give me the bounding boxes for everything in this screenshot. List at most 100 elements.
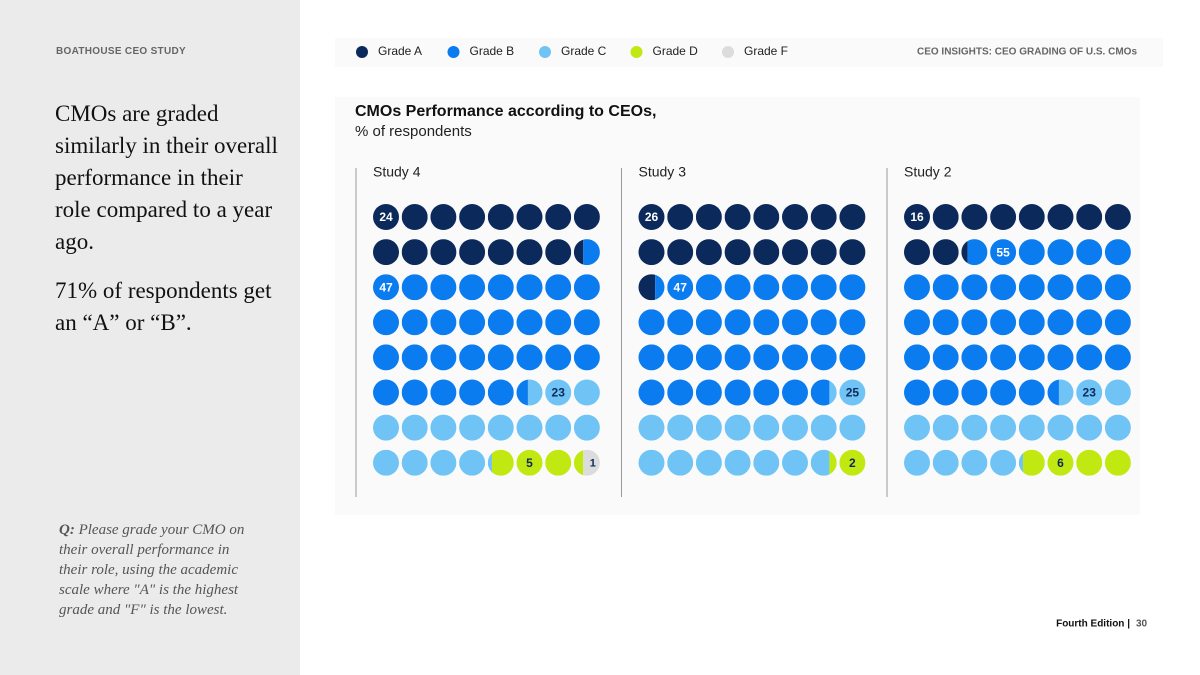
waffle-dot <box>1018 309 1045 336</box>
waffle-dot <box>782 274 808 301</box>
waffle-dot <box>1047 379 1059 406</box>
chart-title: CMOs Performance according to CEOs, <box>355 103 656 120</box>
waffle-dot <box>753 414 780 441</box>
waffle-dot <box>516 204 543 230</box>
waffle-dot <box>667 274 694 301</box>
waffle-dot <box>961 239 968 266</box>
chart-subtitle: % of respondents <box>355 123 472 140</box>
waffle-dot <box>545 414 572 441</box>
legend-swatch <box>356 46 368 58</box>
waffle-dot <box>904 274 930 301</box>
waffle-dot <box>459 379 486 406</box>
waffle-dot <box>527 379 543 406</box>
waffle-dot <box>810 204 837 230</box>
waffle-dot <box>487 379 514 406</box>
waffle-dot <box>459 204 486 230</box>
waffle-dot <box>401 344 428 371</box>
waffle-dot <box>491 449 514 476</box>
waffle-dot <box>1018 239 1045 266</box>
waffle-dot <box>724 204 751 230</box>
waffle-dot <box>904 239 930 266</box>
chart-card <box>335 97 1140 515</box>
waffle-dot <box>753 274 780 301</box>
waffle-dot <box>373 344 399 371</box>
waffle-dot <box>753 379 780 406</box>
waffle-dot <box>753 309 780 336</box>
waffle-dot <box>932 274 959 301</box>
value-label: 23 <box>552 386 566 400</box>
waffle-dot <box>638 379 665 406</box>
waffle-dot <box>401 379 428 406</box>
waffle-dot <box>430 414 457 441</box>
panel-title: Study 4 <box>373 164 421 180</box>
waffle-dot <box>932 309 959 336</box>
waffle-dot <box>753 344 780 371</box>
waffle-dot <box>724 309 751 336</box>
legend-swatch <box>539 46 551 58</box>
value-label: 5 <box>526 456 533 470</box>
waffle-dot <box>373 449 399 476</box>
edition: Fourth Edition | <box>1056 619 1130 630</box>
waffle-dot <box>961 204 988 230</box>
value-label: 1 <box>590 458 596 470</box>
legend-label: Grade B <box>470 44 515 58</box>
waffle-dot <box>724 274 751 301</box>
waffle-dot <box>990 274 1017 301</box>
waffle-dot <box>667 449 694 476</box>
value-label: 24 <box>379 210 393 224</box>
waffle-dot <box>487 274 514 301</box>
waffle-dot <box>516 309 543 336</box>
waffle-dot <box>459 309 486 336</box>
question-text: Please grade your CMO on their overall p… <box>59 522 245 618</box>
waffle-dot <box>545 449 572 476</box>
waffle-dot <box>810 309 837 336</box>
waffle-dot <box>667 344 694 371</box>
waffle-dot <box>1076 204 1103 230</box>
waffle-dot <box>401 309 428 336</box>
waffle-dot <box>695 344 722 371</box>
waffle-dot <box>782 449 808 476</box>
waffle-dot <box>573 449 584 476</box>
waffle-dot <box>782 344 808 371</box>
legend-swatch <box>630 46 643 58</box>
waffle-dot <box>1058 379 1074 406</box>
waffle-dot <box>1018 344 1045 371</box>
waffle-dot <box>1104 344 1131 371</box>
waffle-dot <box>961 344 988 371</box>
waffle-dot <box>1104 239 1131 266</box>
waffle-dot <box>904 309 930 336</box>
kicker: BOATHOUSE CEO STUDY <box>56 46 186 57</box>
waffle-dot <box>839 414 866 441</box>
waffle-dot <box>430 309 457 336</box>
waffle-dot <box>1022 449 1045 476</box>
question: Q: Please grade your CMO on their overal… <box>59 520 249 620</box>
waffle-dot <box>1104 309 1131 336</box>
legend-strip <box>335 38 1163 67</box>
legend-label: Grade A <box>378 44 422 58</box>
legend-label: Grade F <box>744 44 788 58</box>
waffle-dot <box>724 449 751 476</box>
waffle-dot <box>753 449 780 476</box>
waffle-dot <box>753 239 780 266</box>
value-label: 16 <box>910 210 924 224</box>
waffle-dot <box>932 204 959 230</box>
waffle-dot <box>904 449 930 476</box>
waffle-dot <box>839 274 866 301</box>
waffle-dot <box>1018 414 1045 441</box>
waffle-dot <box>638 414 665 441</box>
sidebar: BOATHOUSE CEO STUDY CMOs are graded simi… <box>0 0 300 675</box>
waffle-dot <box>724 379 751 406</box>
waffle-dot <box>545 274 572 301</box>
value-label: 23 <box>1083 386 1097 400</box>
waffle-dot <box>638 274 656 301</box>
waffle-dot <box>932 449 959 476</box>
waffle-dot <box>1076 274 1103 301</box>
waffle-dot <box>1076 309 1103 336</box>
waffle-dot <box>990 344 1017 371</box>
waffle-dot <box>667 239 694 266</box>
value-label: 25 <box>846 386 860 400</box>
page-number: 30 <box>1136 619 1148 630</box>
waffle-dot <box>373 239 399 266</box>
